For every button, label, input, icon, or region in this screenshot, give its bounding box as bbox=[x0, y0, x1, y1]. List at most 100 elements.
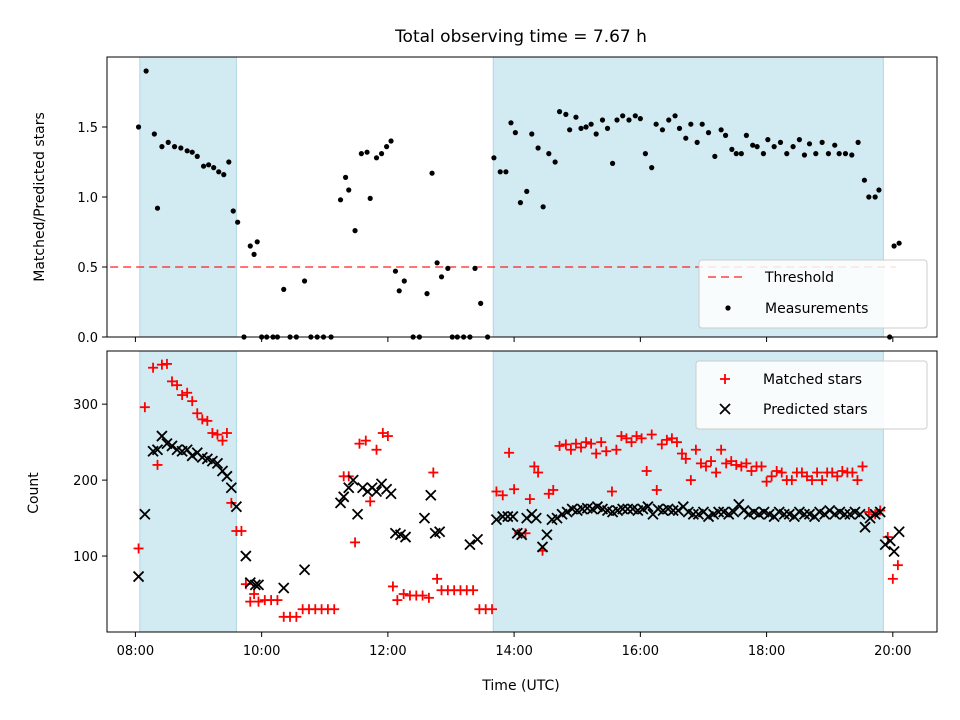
matched-star-point bbox=[656, 439, 667, 450]
legend-box bbox=[695, 360, 928, 430]
matched-star-point bbox=[586, 438, 597, 449]
measurement-point bbox=[540, 204, 546, 210]
matched-star-point bbox=[554, 440, 565, 451]
measurement-point bbox=[599, 117, 606, 123]
matched-star-point bbox=[626, 437, 637, 448]
matched-star-point bbox=[187, 396, 198, 407]
measurement-point bbox=[784, 151, 790, 157]
measurement-point bbox=[649, 165, 655, 171]
measurement-point bbox=[806, 141, 813, 147]
matched-star-point bbox=[365, 496, 376, 507]
predicted-star-point bbox=[298, 564, 311, 576]
matched-star-point bbox=[736, 461, 747, 472]
matched-star-point bbox=[646, 429, 657, 440]
matched-star-point bbox=[817, 475, 828, 486]
measurement-point bbox=[556, 109, 563, 115]
measurement-point bbox=[388, 138, 394, 144]
measurement-point bbox=[694, 139, 700, 145]
matched-star-point bbox=[392, 595, 403, 606]
measurement-point bbox=[211, 165, 217, 171]
measurement-point bbox=[588, 121, 594, 127]
matched-star-point bbox=[350, 537, 361, 548]
legend-threshold-label: Threshold bbox=[764, 270, 834, 286]
measurement-point bbox=[438, 274, 445, 280]
measurement-point bbox=[159, 144, 165, 150]
measurement-point bbox=[825, 151, 832, 157]
measurement-point bbox=[367, 195, 373, 201]
matched-star-point bbox=[690, 444, 701, 455]
measurement-point bbox=[497, 169, 503, 175]
predicted-star-point bbox=[464, 539, 476, 551]
bottom-panel: 100 200 300 08:00 10:00 12:00 14:00 16:00 18:00 2… bbox=[73, 350, 938, 659]
predicted-star-point bbox=[642, 501, 654, 513]
measurement-point bbox=[609, 160, 616, 166]
predicted-star-point bbox=[471, 533, 484, 545]
predicted-star-point bbox=[221, 470, 233, 482]
matched-star-point bbox=[685, 475, 696, 486]
measurement-point bbox=[529, 131, 535, 137]
top-y-tick-label: 0.5 bbox=[77, 261, 98, 276]
measurement-point bbox=[849, 152, 855, 158]
predicted-star-point bbox=[854, 508, 866, 520]
measurement-point bbox=[653, 121, 659, 127]
matched-star-point bbox=[491, 486, 502, 497]
measurement-point bbox=[583, 124, 589, 130]
bottom-shaded-interval bbox=[139, 350, 237, 633]
measurement-point bbox=[206, 162, 212, 168]
matched-star-point bbox=[221, 428, 232, 439]
predicted-star-point bbox=[240, 550, 252, 562]
measurement-point bbox=[378, 151, 385, 157]
matched-star-point bbox=[167, 376, 178, 387]
measurement-point bbox=[165, 139, 171, 145]
measurement-point bbox=[672, 113, 678, 119]
matched-star-point bbox=[360, 435, 371, 446]
measurement-point bbox=[337, 197, 344, 203]
predicted-star-point bbox=[225, 482, 237, 494]
measurement-point bbox=[604, 125, 611, 131]
chart-title: Total observing time = 7.67 h bbox=[394, 27, 647, 47]
predicted-star-point bbox=[884, 535, 896, 547]
matched-star-point bbox=[161, 358, 172, 369]
matched-star-point bbox=[202, 415, 213, 426]
predicted-star-point bbox=[561, 506, 573, 518]
measurement-point bbox=[819, 139, 825, 145]
measurement-point bbox=[364, 149, 370, 155]
predicted-star-point bbox=[385, 488, 397, 500]
measurement-point bbox=[254, 239, 260, 245]
matched-star-point bbox=[548, 484, 559, 495]
predicted-star-point bbox=[778, 508, 790, 520]
matched-star-point bbox=[139, 402, 150, 413]
matched-star-point bbox=[182, 387, 193, 398]
measurement-point bbox=[666, 117, 672, 123]
measurement-point bbox=[392, 268, 399, 274]
matched-star-point bbox=[329, 604, 340, 615]
measurement-point bbox=[445, 265, 451, 271]
matched-star-point bbox=[611, 444, 622, 455]
matched-star-point bbox=[291, 611, 302, 622]
matched-star-point bbox=[596, 437, 607, 448]
matched-star-point bbox=[524, 494, 535, 505]
matched-star-point bbox=[887, 573, 898, 584]
bottom-plot-frame bbox=[106, 350, 938, 633]
matched-star-point bbox=[133, 543, 144, 554]
measurement-point bbox=[508, 120, 514, 126]
top-y-tick-label: 1.0 bbox=[77, 191, 98, 206]
measurement-point bbox=[659, 127, 666, 133]
measurement-point bbox=[342, 174, 349, 180]
measurement-point bbox=[154, 205, 161, 211]
top-y-tick-label: 0.0 bbox=[77, 331, 98, 346]
legend-box bbox=[698, 259, 928, 329]
predicted-star-point bbox=[497, 510, 509, 523]
predicted-star-point bbox=[874, 506, 886, 518]
predicted-star-point bbox=[425, 489, 437, 501]
measurement-point bbox=[384, 144, 390, 150]
measurement-point bbox=[593, 131, 599, 137]
x-axis-label: Time (UTC) bbox=[481, 678, 559, 694]
predicted-star-point bbox=[667, 504, 679, 517]
measurement-point bbox=[221, 172, 227, 178]
measurement-point bbox=[503, 169, 509, 175]
matched-star-point bbox=[382, 431, 393, 442]
predicted-star-point bbox=[712, 506, 725, 518]
measurement-point bbox=[226, 159, 232, 165]
matched-star-point bbox=[217, 435, 228, 446]
